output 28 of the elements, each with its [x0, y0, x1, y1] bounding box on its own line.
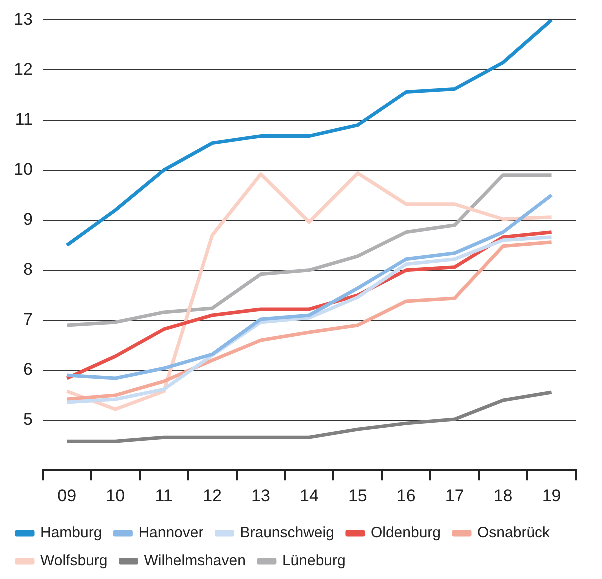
legend-label: Hannover [138, 524, 204, 542]
y-tick-label: 8 [23, 260, 33, 280]
y-tick-label: 7 [23, 310, 33, 330]
y-tick-label: 6 [23, 360, 33, 380]
y-tick-label: 10 [14, 160, 33, 180]
x-tick-label: 13 [252, 486, 270, 506]
y-tick-label: 13 [14, 10, 33, 29]
legend-label: Wilhelmshaven [144, 552, 246, 570]
x-tick-label: 19 [542, 486, 562, 506]
legend-label: Wolfsburg [40, 552, 108, 570]
x-tick-label: 10 [106, 486, 126, 506]
x-tick-label: 17 [445, 486, 464, 506]
x-tick-label: 18 [494, 486, 513, 506]
legend-label: Oldenburg [370, 524, 442, 542]
x-tick-label: 16 [396, 486, 416, 506]
y-tick-label: 11 [15, 110, 33, 129]
legend-label: Osnabrück [478, 524, 551, 542]
x-tick-label: 09 [58, 486, 77, 506]
legend-label: Hamburg [40, 524, 102, 542]
legend-label: Lüneburg [282, 552, 346, 570]
x-tick-label: 15 [348, 486, 368, 506]
x-tick-label: 11 [155, 486, 173, 506]
x-tick-label: 14 [300, 486, 319, 506]
legend-label: Braunschweig [240, 524, 334, 542]
y-tick-label: 9 [23, 210, 33, 230]
y-tick-label: 5 [23, 410, 33, 430]
x-tick-label: 12 [203, 486, 222, 506]
y-tick-label: 12 [14, 60, 33, 79]
